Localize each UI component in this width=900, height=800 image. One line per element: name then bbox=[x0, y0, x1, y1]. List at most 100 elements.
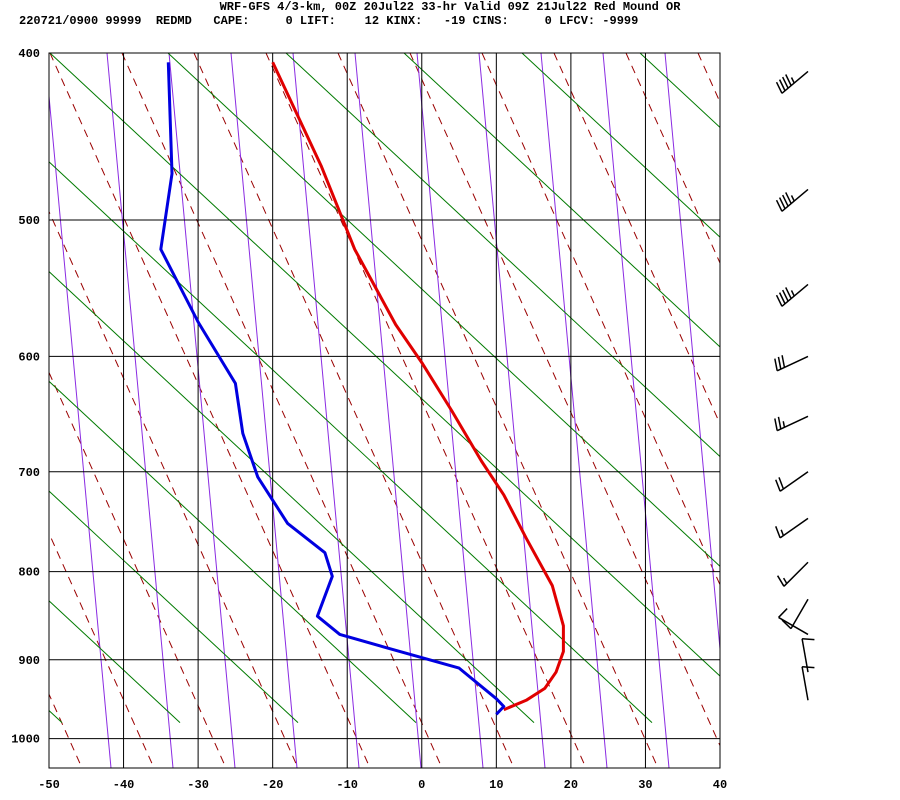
dry-adiabat-line bbox=[49, 210, 299, 768]
moist-adiabat-line bbox=[664, 53, 720, 655]
wind-barb bbox=[801, 666, 815, 701]
dry-adiabat-line bbox=[770, 53, 900, 768]
mixing-ratio-line bbox=[49, 709, 63, 723]
profile-series bbox=[159, 61, 565, 716]
barb-feather-half bbox=[780, 529, 785, 536]
barb-staff bbox=[778, 616, 809, 636]
wind-barb bbox=[774, 355, 809, 372]
mixing-ratio-line bbox=[49, 53, 720, 677]
barb-feather-full bbox=[777, 416, 782, 430]
barb-feather-full bbox=[774, 358, 778, 371]
barb-staff bbox=[779, 471, 809, 492]
mixing-ratio-line bbox=[49, 600, 181, 723]
wind-barb bbox=[775, 283, 809, 307]
y-tick-label: 700 bbox=[18, 466, 40, 480]
dry-adiabat-line bbox=[697, 53, 720, 104]
barb-feather-half bbox=[782, 421, 786, 428]
moist-adiabat-line bbox=[292, 53, 360, 768]
barb-feather-full bbox=[781, 355, 786, 368]
x-tick-label: 20 bbox=[564, 778, 578, 792]
chart-title: WRF-GFS 4/3-km, 00Z 20Jul22 33-hr Valid … bbox=[219, 0, 681, 14]
mixing-ratio-line bbox=[876, 53, 900, 723]
barb-feather-full bbox=[775, 81, 783, 94]
moist-adiabat-line bbox=[602, 53, 670, 768]
wind-barb bbox=[778, 608, 809, 636]
moist-adiabat-line bbox=[727, 53, 793, 768]
wind-barb bbox=[775, 70, 809, 94]
barb-staff bbox=[776, 355, 809, 372]
chart-grid bbox=[48, 52, 721, 769]
x-tick-label: 0 bbox=[418, 778, 425, 792]
barb-feather-full bbox=[775, 526, 781, 539]
barb-staff bbox=[781, 188, 809, 212]
x-tick-label: -40 bbox=[113, 778, 135, 792]
x-tick-label: -50 bbox=[38, 778, 60, 792]
barb-feather-full bbox=[775, 479, 781, 492]
plot-frame bbox=[48, 52, 721, 769]
moist-adiabat-line bbox=[49, 90, 112, 768]
dry-adiabat-line bbox=[49, 693, 83, 768]
barb-staff bbox=[801, 666, 809, 701]
barb-staff bbox=[783, 561, 809, 587]
barb-feather-full bbox=[775, 294, 783, 307]
mixing-ratio-line bbox=[403, 53, 720, 348]
dry-adiabat-line bbox=[409, 53, 720, 747]
mixing-ratio-line bbox=[758, 53, 900, 723]
dry-adiabat-line bbox=[842, 53, 900, 768]
barb-feather-full bbox=[778, 79, 786, 92]
mixing-ratio-line bbox=[639, 53, 720, 129]
mixing-ratio-line bbox=[49, 161, 653, 723]
barb-feather-half bbox=[790, 195, 795, 202]
dry-adiabat-line bbox=[553, 53, 720, 426]
dry-adiabat-line bbox=[625, 53, 720, 265]
mixing-ratio-line bbox=[49, 270, 535, 723]
moist-adiabat-line bbox=[540, 53, 608, 768]
barb-staff bbox=[776, 415, 809, 432]
wind-barb bbox=[774, 415, 809, 432]
y-tick-label: 400 bbox=[18, 47, 40, 61]
x-tick-label: -20 bbox=[262, 778, 284, 792]
moist-adiabat-line bbox=[168, 53, 236, 768]
y-tick-label: 800 bbox=[18, 566, 40, 580]
dry-adiabat-line bbox=[49, 53, 371, 768]
y-tick-label: 500 bbox=[18, 214, 40, 228]
barb-feather-half bbox=[790, 77, 795, 84]
axis-ticks: -50 -40 -30 -20 -10 0 10 20 30 40 400 500 600 700 800 9… bbox=[11, 47, 727, 792]
barb-feather-full bbox=[781, 289, 789, 302]
wind-barb bbox=[775, 517, 809, 539]
y-tick-label: 1000 bbox=[11, 733, 40, 747]
barb-feather-half bbox=[782, 577, 788, 584]
temperature-profile-line bbox=[271, 61, 565, 712]
moist-adiabat-line bbox=[478, 53, 546, 768]
x-tick-label: 10 bbox=[489, 778, 503, 792]
barb-feather-full bbox=[774, 418, 778, 431]
mixing-ratio-line bbox=[167, 53, 720, 568]
moist-adiabat-line bbox=[354, 53, 422, 768]
wind-barbs bbox=[774, 70, 815, 701]
barb-feather-full bbox=[778, 477, 785, 490]
wind-barb bbox=[776, 561, 809, 587]
dry-adiabat-line bbox=[193, 53, 515, 768]
barb-feather-full bbox=[802, 637, 815, 641]
dry-adiabat-line bbox=[121, 53, 443, 768]
barb-feather-full bbox=[802, 666, 815, 669]
dry-adiabat-line bbox=[337, 53, 659, 768]
barb-feather-half bbox=[790, 290, 795, 297]
dry-adiabat-line bbox=[0, 53, 10, 768]
barb-feather-full bbox=[778, 197, 786, 210]
barb-feather-full bbox=[785, 287, 792, 299]
moist-adiabat-line bbox=[789, 53, 855, 768]
barb-feather-full bbox=[777, 356, 782, 370]
barb-staff bbox=[781, 283, 809, 307]
wind-barb bbox=[775, 471, 809, 492]
barb-feather-full bbox=[781, 76, 789, 89]
y-tick-label: 600 bbox=[18, 350, 40, 364]
barb-staff bbox=[779, 517, 809, 539]
barb-staff bbox=[781, 70, 809, 94]
x-tick-label: -10 bbox=[336, 778, 358, 792]
dry-adiabat-line bbox=[481, 53, 720, 587]
barb-feather-full bbox=[785, 74, 792, 86]
x-tick-label: -30 bbox=[187, 778, 209, 792]
barb-feather-full bbox=[778, 608, 788, 618]
